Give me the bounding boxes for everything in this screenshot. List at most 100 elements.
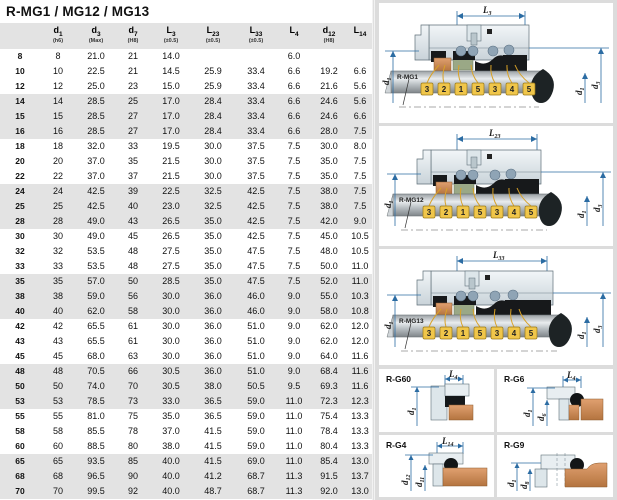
callout-leader bbox=[518, 308, 532, 328]
table-row: 65 65 93.5 85 40.0 41.5 69.0 11.0 85.4 13.0 bbox=[0, 453, 372, 469]
seal-internals bbox=[433, 168, 539, 195]
cell: 28.5 bbox=[76, 123, 116, 139]
cell: 21.6 bbox=[310, 78, 348, 94]
cell: 47.5 bbox=[234, 258, 278, 274]
callout-leader bbox=[492, 187, 498, 207]
cell: 5.6 bbox=[348, 78, 372, 94]
callout-number: 4 bbox=[510, 85, 515, 94]
cell: 30.0 bbox=[150, 303, 192, 319]
dim-label-d1: d1 bbox=[406, 408, 418, 416]
callout-group: 3 2 1 5 3 4 5 bbox=[422, 308, 538, 340]
part-body bbox=[430, 385, 448, 421]
cell: 68.0 bbox=[76, 348, 116, 364]
copper-part bbox=[442, 467, 488, 487]
row-key: 8 bbox=[0, 48, 40, 64]
callout-leader bbox=[428, 308, 442, 328]
cell: 11.0 bbox=[348, 258, 372, 274]
cell: 17.0 bbox=[150, 108, 192, 124]
dim-d1-right: d1 bbox=[574, 73, 588, 103]
dim-d1-left: d1 bbox=[383, 294, 421, 347]
panel-divider bbox=[372, 0, 375, 500]
cell: 70 bbox=[40, 483, 76, 499]
header-l3: L3 (±0.5) bbox=[150, 23, 192, 49]
callout-leader bbox=[442, 64, 446, 84]
row-key: 22 bbox=[0, 168, 40, 184]
cell: 78 bbox=[116, 423, 150, 439]
cell: 37.0 bbox=[150, 423, 192, 439]
diagram-title: R-G9 bbox=[504, 440, 525, 450]
cell: 11.0 bbox=[278, 423, 310, 439]
cell: 25 bbox=[40, 198, 76, 214]
table-row: 15 15 28.5 27 17.0 28.4 33.4 6.6 24.6 6.6 bbox=[0, 108, 372, 124]
table-row: 7575107.09740.048.768.711.399.014.0 bbox=[0, 498, 372, 500]
table-row: 30 30 49.0 45 26.5 35.0 42.5 7.5 45.0 10.5 bbox=[0, 228, 372, 244]
dim-d1-left: d1 bbox=[383, 173, 421, 226]
callout-leader bbox=[470, 64, 479, 84]
table-row: 58 58 85.5 78 37.0 41.5 59.0 11.0 78.4 13.3 bbox=[0, 423, 372, 439]
cell: 30 bbox=[40, 228, 76, 244]
cell: 27 bbox=[116, 123, 150, 139]
row-key: 33 bbox=[0, 258, 40, 274]
cell: 61 bbox=[116, 333, 150, 349]
cell: 69.3 bbox=[310, 378, 348, 394]
cell: 7.5 bbox=[278, 213, 310, 229]
cell: 11.6 bbox=[348, 348, 372, 364]
cell: 30.0 bbox=[192, 138, 234, 154]
cell: 62.0 bbox=[76, 303, 116, 319]
cell: 36.0 bbox=[192, 333, 234, 349]
cell: 28.4 bbox=[192, 123, 234, 139]
cell: 7.5 bbox=[348, 183, 372, 199]
callout-leader bbox=[428, 187, 442, 207]
cell: 80.4 bbox=[310, 438, 348, 454]
cell: 48.0 bbox=[310, 243, 348, 259]
dim-d8: d8 bbox=[519, 469, 533, 491]
cell: 57.0 bbox=[76, 273, 116, 289]
cell: 33.4 bbox=[234, 93, 278, 109]
cell: 9.0 bbox=[278, 363, 310, 379]
dim-label-right-outer: d3 bbox=[590, 82, 602, 90]
cell: 36.5 bbox=[192, 393, 234, 409]
cell: 37 bbox=[116, 168, 150, 184]
diagram-r-mg12: L23 bbox=[379, 126, 613, 246]
callout-leader bbox=[510, 308, 515, 328]
row-key: 38 bbox=[0, 288, 40, 304]
cell: 7.5 bbox=[278, 153, 310, 169]
cell: 27 bbox=[116, 108, 150, 124]
cell: 22 bbox=[40, 168, 76, 184]
callout-box bbox=[524, 326, 538, 340]
cell: 6.6 bbox=[348, 63, 372, 79]
cell: 26.5 bbox=[150, 228, 192, 244]
table-row: 16 16 28.5 27 17.0 28.4 33.4 6.6 28.0 7.5 bbox=[0, 123, 372, 139]
callout-box bbox=[522, 82, 536, 96]
cell: 22.5 bbox=[150, 183, 192, 199]
cell: 45 bbox=[116, 228, 150, 244]
table-row: 53 53 78.5 73 33.0 36.5 59.0 11.0 72.3 12.3 bbox=[0, 393, 372, 409]
callout-number: 4 bbox=[512, 208, 517, 217]
cell: 6.6 bbox=[278, 93, 310, 109]
diagram-r-g60: R-G60 L4 d1 bbox=[379, 369, 494, 432]
cell: 30.0 bbox=[150, 333, 192, 349]
cell: 48 bbox=[116, 258, 150, 274]
cell: 90 bbox=[116, 468, 150, 484]
cell: 7.5 bbox=[278, 168, 310, 184]
row-key: 14 bbox=[0, 93, 40, 109]
page-title: R-MG1 / MG12 / MG13 bbox=[6, 4, 150, 19]
cell: 40.0 bbox=[150, 483, 192, 499]
cell: 33.4 bbox=[234, 63, 278, 79]
cell: 68.7 bbox=[234, 468, 278, 484]
cell: 9.0 bbox=[278, 303, 310, 319]
callout-number: 1 bbox=[459, 85, 464, 94]
row-key: 40 bbox=[0, 303, 40, 319]
cell: 28.5 bbox=[76, 108, 116, 124]
row-key: 70 bbox=[0, 483, 40, 499]
diagram-tag: R-MG1 bbox=[397, 74, 418, 81]
cell: 10.5 bbox=[348, 228, 372, 244]
dim-label-left: d1 bbox=[383, 322, 395, 330]
callout-leader bbox=[506, 64, 513, 84]
dim-d1: d1 bbox=[506, 462, 541, 491]
callout-box bbox=[473, 326, 487, 340]
cell: 78.5 bbox=[76, 393, 116, 409]
dim-label-left: d1 bbox=[381, 78, 393, 86]
cell: 10.5 bbox=[348, 243, 372, 259]
